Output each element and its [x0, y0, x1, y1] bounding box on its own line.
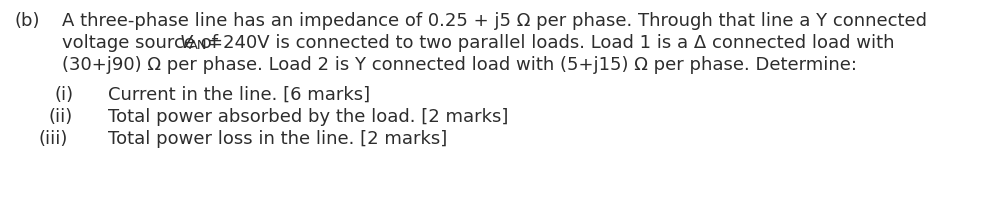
- Text: (b): (b): [14, 12, 39, 30]
- Text: (iii): (iii): [38, 130, 67, 148]
- Text: A three-phase line has an impedance of 0.25 + j5 Ω per phase. Through that line : A three-phase line has an impedance of 0…: [62, 12, 927, 30]
- Text: =240V is connected to two parallel loads. Load 1 is a Δ connected load with: =240V is connected to two parallel loads…: [208, 34, 895, 52]
- Text: Current in the line. [6 marks]: Current in the line. [6 marks]: [108, 86, 370, 104]
- Text: (i): (i): [55, 86, 74, 104]
- Text: Total power loss in the line. [2 marks]: Total power loss in the line. [2 marks]: [108, 130, 447, 148]
- Text: (ii): (ii): [49, 108, 73, 126]
- Text: Total power absorbed by the load. [2 marks]: Total power absorbed by the load. [2 mar…: [108, 108, 509, 126]
- Text: (30+j90) Ω per phase. Load 2 is Y connected load with (5+j15) Ω per phase. Deter: (30+j90) Ω per phase. Load 2 is Y connec…: [62, 56, 857, 74]
- Text: AN: AN: [189, 39, 207, 52]
- Text: voltage source of: voltage source of: [62, 34, 224, 52]
- Text: V: V: [180, 34, 192, 52]
